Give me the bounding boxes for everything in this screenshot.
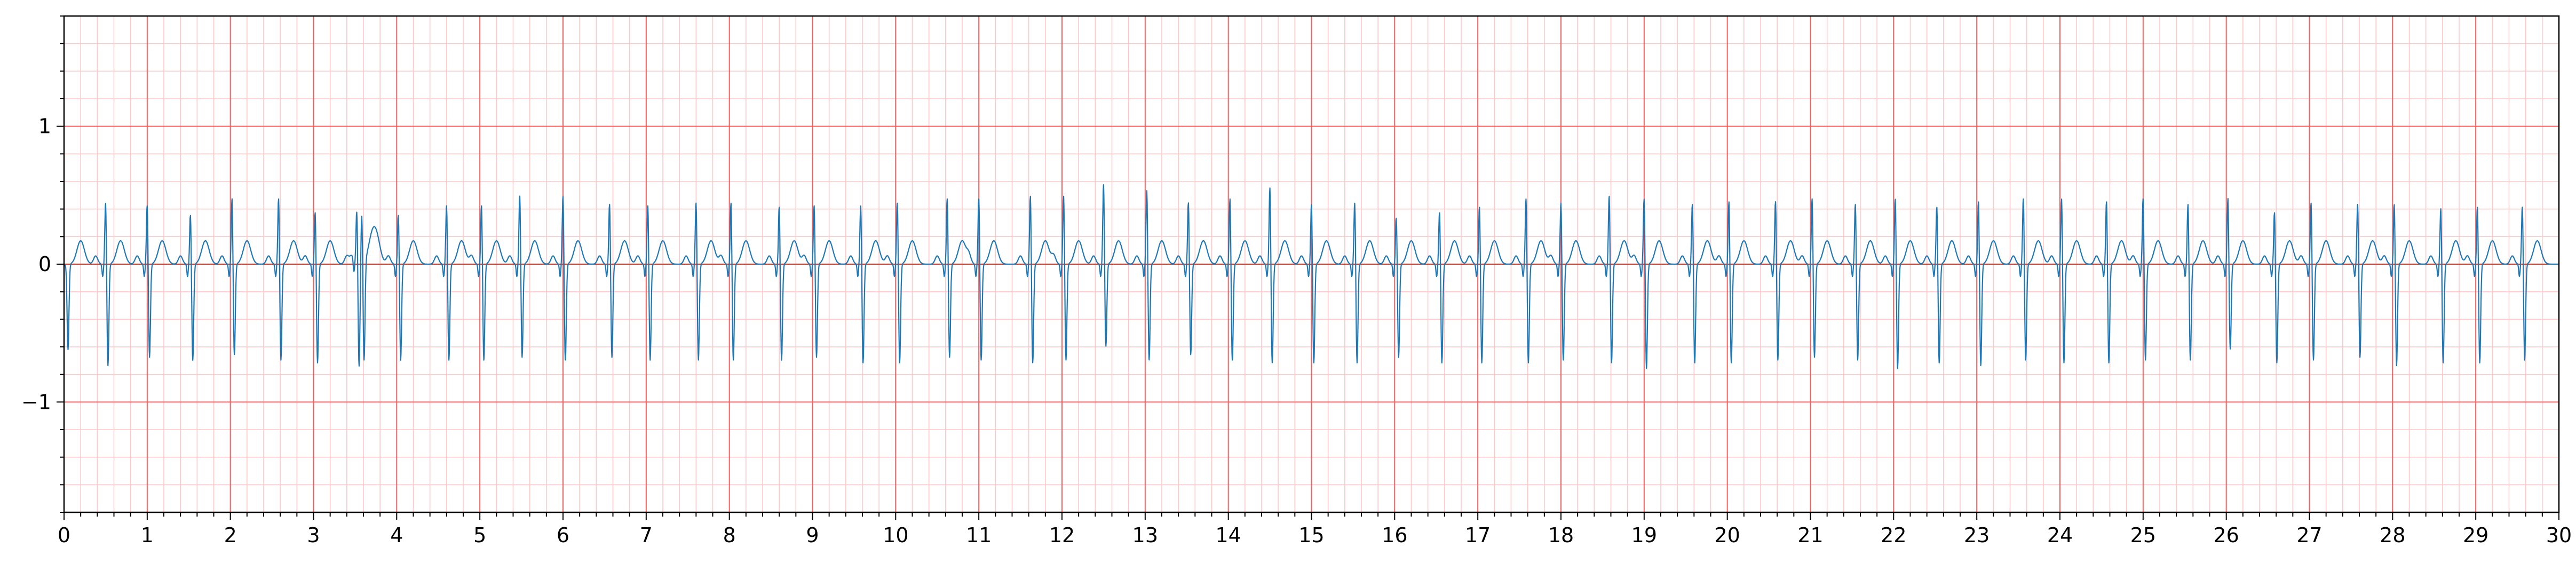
x-tick-label: 14 <box>1215 524 1241 547</box>
x-tick-label: 30 <box>2546 524 2572 547</box>
x-tick-label: 2 <box>224 524 237 547</box>
x-tick-label: 24 <box>2047 524 2073 547</box>
y-tick-label: 1 <box>38 115 51 138</box>
x-tick-label: 27 <box>2296 524 2322 547</box>
x-tick-label: 15 <box>1298 524 1324 547</box>
x-tick-label: 4 <box>390 524 403 547</box>
x-tick-label: 16 <box>1382 524 1407 547</box>
x-tick-label: 10 <box>883 524 908 547</box>
x-tick-label: 23 <box>1964 524 1990 547</box>
ecg-signal-line <box>63 184 2559 369</box>
x-tick-label: 1 <box>141 524 154 547</box>
x-tick-label: 20 <box>1714 524 1740 547</box>
x-tick-label: 9 <box>806 524 819 547</box>
x-tick-label: 13 <box>1132 524 1158 547</box>
x-tick-label: 21 <box>1797 524 1823 547</box>
x-tick-label: 26 <box>2213 524 2239 547</box>
y-tick-label: −1 <box>21 390 51 414</box>
x-tick-label: 12 <box>1049 524 1075 547</box>
x-tick-label: 7 <box>640 524 653 547</box>
x-tick-label: 8 <box>723 524 736 547</box>
y-tick-label: 0 <box>38 252 51 276</box>
x-tick-label: 19 <box>1631 524 1657 547</box>
x-tick-label: 17 <box>1465 524 1491 547</box>
x-tick-label: 5 <box>473 524 486 547</box>
x-axis: 0 1 2 3 4 5 6 7 8 9 10 11 12 13 14 15 16 17 18 19 20 21 22 23 24… <box>58 512 2572 547</box>
x-tick-label: 0 <box>58 524 70 547</box>
y-axis: −1 0 1 <box>21 15 64 513</box>
x-tick-label: 6 <box>557 524 569 547</box>
x-tick-label: 3 <box>307 524 320 547</box>
x-tick-label: 22 <box>1881 524 1906 547</box>
x-tick-label: 18 <box>1548 524 1574 547</box>
x-tick-label: 29 <box>2463 524 2488 547</box>
x-tick-label: 28 <box>2380 524 2405 547</box>
x-tick-label: 11 <box>966 524 992 547</box>
x-tick-label: 25 <box>2130 524 2156 547</box>
